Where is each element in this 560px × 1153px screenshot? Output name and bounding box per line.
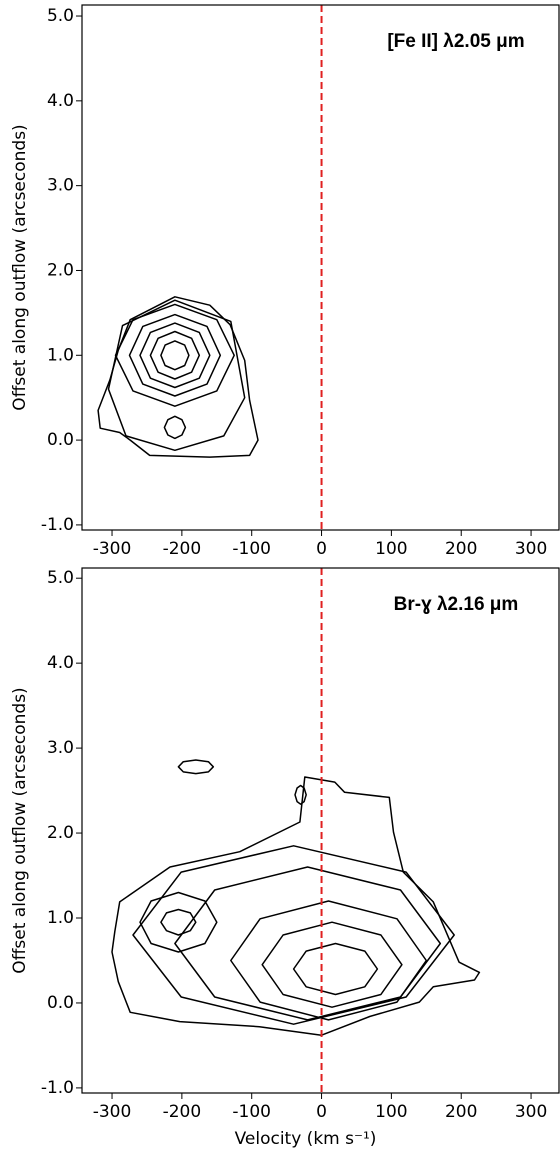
x-tick-label: 100 (375, 539, 407, 559)
contour-line (139, 322, 211, 389)
y-axis-label: Offset along outflow (arcseconds) (10, 124, 30, 410)
contour-line (128, 313, 222, 397)
annotation: Br-ɣ λ2.16 μm (394, 594, 519, 615)
contour-line (177, 759, 215, 775)
contour-line (230, 900, 428, 1021)
plot-frame (81, 4, 560, 531)
y-tick-label: 3.0 (47, 176, 74, 196)
x-tick-label: 0 (316, 539, 327, 559)
y-tick-label: 5.0 (47, 6, 74, 26)
y-tick-label: 2.0 (47, 823, 74, 843)
x-tick-label: 300 (515, 539, 547, 559)
x-tick-label: -200 (163, 539, 202, 559)
contour-line (149, 330, 201, 380)
x-tick-label: 300 (515, 1102, 547, 1122)
x-tick-label: 0 (316, 1102, 327, 1122)
x-tick-label: 100 (375, 1102, 407, 1122)
x-tick-label: 200 (445, 1102, 477, 1122)
contour-line (160, 908, 197, 936)
plot-frame (81, 567, 560, 1094)
annotation: [Fe II] λ2.05 μm (387, 31, 524, 52)
y-tick-label: 3.0 (47, 738, 74, 758)
contour-line (139, 891, 218, 953)
y-tick-label: 1.0 (47, 345, 74, 365)
y-tick-label: 1.0 (47, 908, 74, 928)
contour-line (114, 303, 235, 407)
contour-line (163, 415, 187, 440)
y-tick-label: 4.0 (47, 653, 74, 673)
contour-line (174, 866, 442, 1021)
y-tick-label: -1.0 (41, 1078, 74, 1098)
y-tick-label: 4.0 (47, 91, 74, 111)
contour-line (132, 845, 455, 1025)
x-tick-label: -300 (93, 1102, 132, 1122)
x-axis-label: Velocity (km s⁻¹) (235, 1129, 377, 1149)
x-tick-label: 200 (445, 539, 477, 559)
y-tick-label: 5.0 (47, 568, 74, 588)
x-tick-label: -300 (93, 539, 132, 559)
x-tick-label: -100 (232, 1102, 271, 1122)
y-axis-label: Offset along outflow (arcseconds) (10, 687, 30, 973)
contour-line (292, 942, 379, 996)
contour-line (160, 340, 190, 371)
x-tick-label: -200 (163, 1102, 202, 1122)
contour-line (111, 776, 481, 1036)
y-tick-label: 2.0 (47, 260, 74, 280)
contour-line (294, 784, 307, 805)
y-tick-label: 0.0 (47, 993, 74, 1013)
contour-line (261, 921, 403, 1008)
contour-line (107, 299, 246, 452)
x-tick-label: -100 (232, 539, 271, 559)
y-tick-label: -1.0 (41, 515, 74, 535)
y-tick-label: 0.0 (47, 430, 74, 450)
